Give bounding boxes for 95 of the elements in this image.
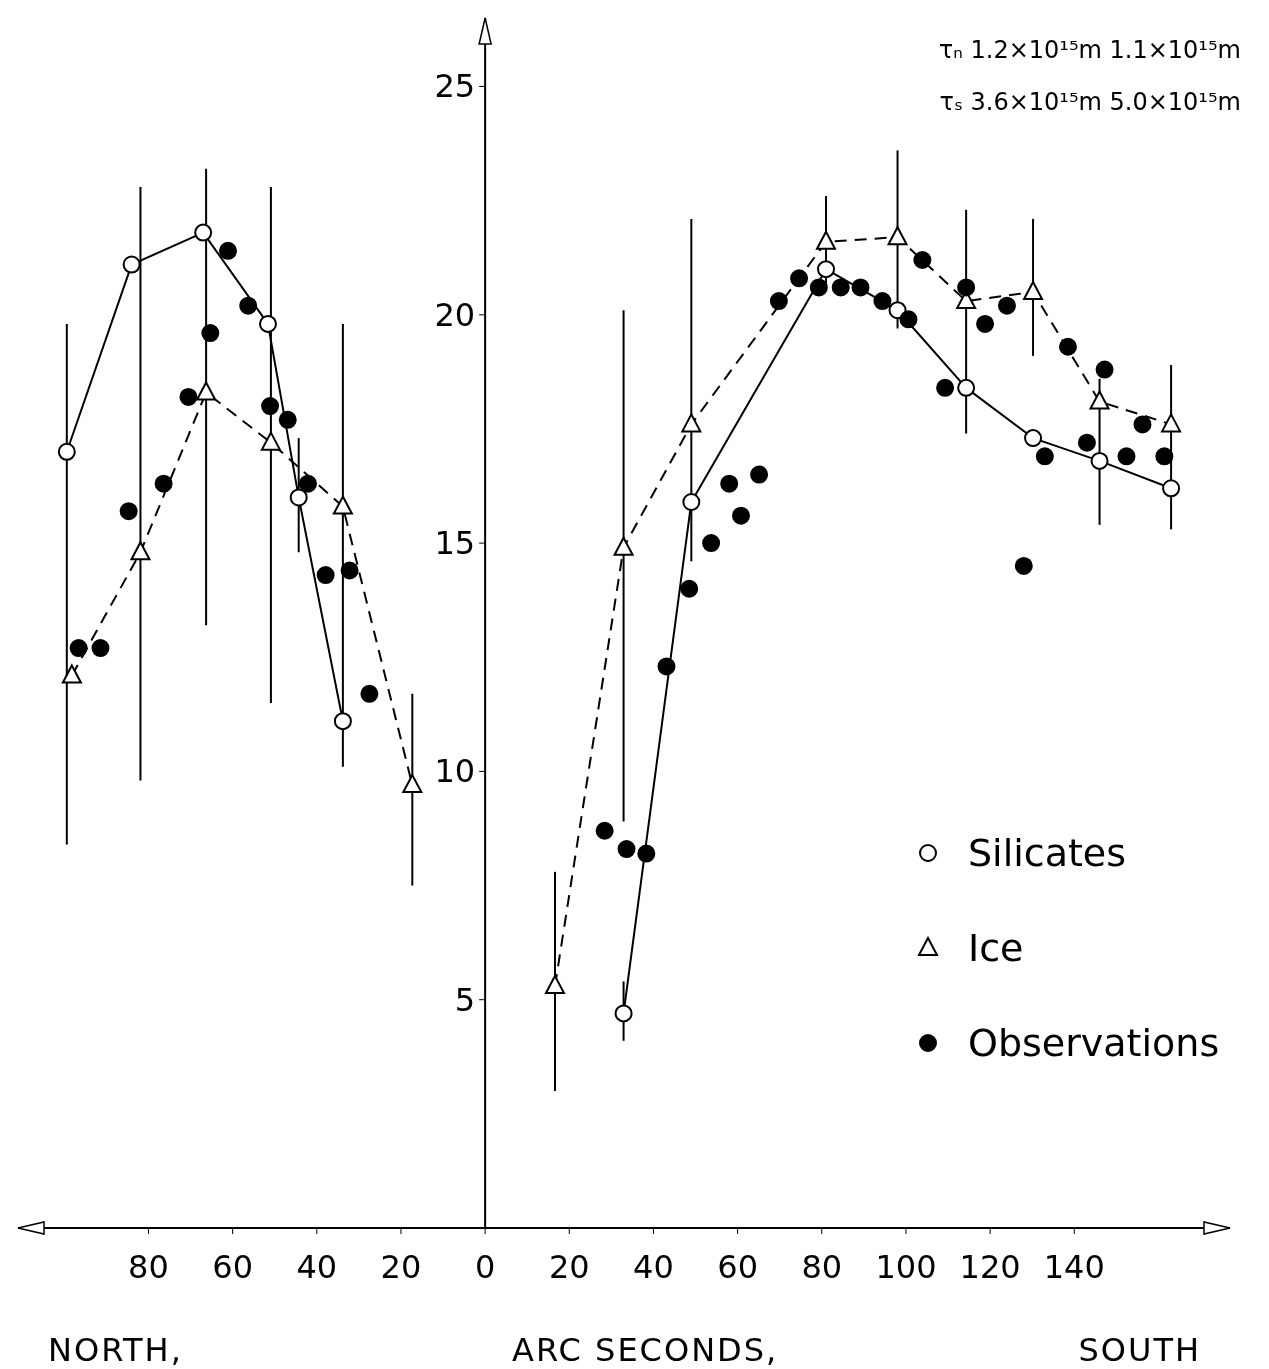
- point: [260, 431, 281, 451]
- legend-label: Observations: [968, 1021, 1220, 1065]
- point: [680, 579, 699, 598]
- point: [957, 278, 976, 297]
- point: [1024, 429, 1043, 448]
- y-tick-label: 10: [434, 752, 476, 791]
- point: [91, 639, 110, 658]
- point: [179, 387, 198, 406]
- point: [595, 821, 614, 840]
- y-tick-label: 20: [434, 295, 476, 334]
- point: [258, 314, 277, 333]
- point: [913, 251, 932, 269]
- point: [831, 278, 850, 297]
- x-tick-label: 120: [959, 1248, 1021, 1286]
- point: [332, 495, 353, 515]
- point: [1014, 556, 1033, 575]
- y-tick-label: 25: [434, 67, 476, 106]
- point: [196, 381, 217, 401]
- point: [614, 1004, 633, 1023]
- point: [201, 324, 220, 343]
- legend-label: Silicates: [968, 831, 1127, 875]
- point: [997, 296, 1016, 315]
- point: [119, 502, 138, 521]
- point: [1133, 415, 1152, 434]
- point: [731, 506, 750, 525]
- point: [278, 410, 297, 429]
- point: [817, 260, 835, 279]
- x-tick-label: 0: [474, 1248, 496, 1286]
- x-tick-label: 100: [875, 1248, 937, 1286]
- point: [122, 255, 141, 274]
- point: [682, 493, 701, 511]
- point: [1077, 433, 1096, 452]
- point: [544, 975, 565, 994]
- point: [702, 534, 721, 553]
- y-tick-label: 5: [454, 980, 476, 1019]
- point: [1117, 447, 1136, 466]
- point: [613, 536, 634, 556]
- point: [1058, 337, 1077, 356]
- text: NORTH,: [48, 1331, 183, 1369]
- point: [298, 474, 317, 493]
- annotation: τₙ 1.2×10¹⁵m 1.1×10¹⁵m: [938, 36, 1241, 64]
- point: [617, 840, 636, 859]
- legend-label: Ice: [968, 926, 1024, 970]
- x-tick-label: 40: [633, 1248, 674, 1286]
- point: [851, 278, 870, 297]
- point: [637, 844, 656, 863]
- x-tick-label: 60: [717, 1248, 758, 1286]
- point: [261, 397, 280, 416]
- point: [936, 378, 955, 397]
- point: [790, 269, 809, 288]
- point: [316, 566, 335, 585]
- x-tick-label: 60: [212, 1248, 253, 1286]
- point: [1035, 447, 1054, 466]
- point: [657, 657, 676, 676]
- x-tick-label: 20: [548, 1248, 590, 1286]
- point: [1089, 390, 1110, 410]
- point: [750, 465, 769, 484]
- point: [873, 292, 892, 311]
- point: [360, 684, 379, 703]
- point: [130, 541, 151, 561]
- point: [899, 310, 918, 329]
- point: [289, 488, 308, 507]
- x-tick-label: 80: [801, 1248, 843, 1286]
- y-tick-label: 15: [434, 524, 476, 563]
- point: [402, 774, 423, 794]
- x-axis-title: ARC SECONDS,: [512, 1331, 779, 1369]
- x-tick-label: 20: [380, 1248, 422, 1286]
- x-tick-label: 40: [296, 1248, 338, 1286]
- annotation: τₛ 3.6×10¹⁵m 5.0×10¹⁵m: [939, 88, 1241, 116]
- text: SOUTH: [1078, 1331, 1201, 1369]
- point: [1023, 280, 1044, 300]
- point: [219, 241, 237, 260]
- point: [957, 378, 976, 397]
- point: [1095, 360, 1114, 379]
- point: [57, 442, 76, 461]
- point: [154, 474, 173, 493]
- x-tick-label: 140: [1043, 1248, 1105, 1286]
- point: [69, 639, 88, 658]
- point: [887, 226, 908, 246]
- point: [61, 664, 82, 684]
- point: [340, 561, 359, 580]
- point: [1162, 479, 1181, 498]
- point: [720, 474, 739, 493]
- point: [194, 223, 213, 242]
- point: [1090, 451, 1109, 470]
- point: [976, 314, 995, 333]
- point: [1155, 447, 1174, 466]
- point: [769, 292, 788, 311]
- x-tick-label: 80: [128, 1248, 169, 1286]
- point: [681, 413, 702, 433]
- point: [1161, 413, 1182, 433]
- point: [809, 278, 828, 297]
- point: [333, 712, 352, 731]
- point: [239, 296, 258, 315]
- point: [816, 230, 836, 250]
